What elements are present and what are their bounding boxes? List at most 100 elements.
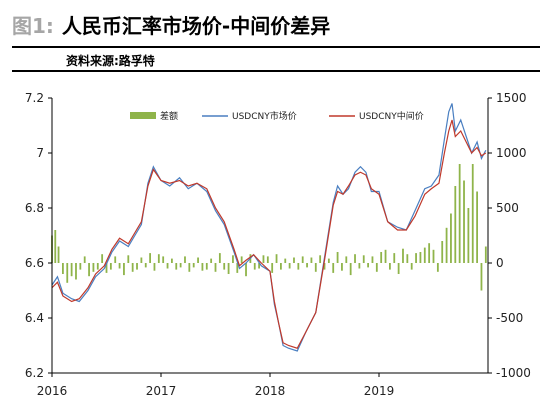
diff-bar (144, 263, 147, 268)
diff-bar (410, 263, 413, 270)
diff-bar (345, 256, 348, 263)
diff-bar (57, 246, 60, 263)
exchange-rate-chart: 7.2 7 6.8 6.6 6.4 6.2 1500 1000 500 0 -500 -1000 201… (25, 91, 531, 398)
right-tick-label: 1000 (496, 146, 527, 160)
diff-bar (184, 256, 186, 263)
diff-bar (162, 256, 165, 263)
diff-bar (223, 263, 226, 270)
diff-bar (280, 263, 282, 270)
title-rule (12, 46, 540, 48)
diff-bar (140, 257, 143, 263)
diff-bar (197, 257, 199, 263)
diff-bar (327, 258, 330, 263)
diff-bar (301, 256, 304, 263)
diff-bar (445, 227, 448, 263)
diff-bar (114, 256, 117, 263)
diff-bar (136, 263, 138, 270)
diff-bar (171, 258, 173, 263)
left-tick-label: 6.2 (25, 366, 44, 380)
right-tick-label: 500 (496, 201, 519, 215)
rate-lines (51, 103, 487, 352)
diff-bar (149, 253, 151, 263)
diff-bar (266, 256, 269, 263)
diff-bar (127, 255, 130, 263)
diff-bar (450, 213, 452, 263)
diff-bar (123, 263, 125, 276)
left-tick-label: 6.8 (25, 201, 44, 215)
title-row: 图1: 人民币汇率市场价-中间价差异 (12, 4, 330, 44)
diff-bar (467, 208, 470, 263)
diff-bar (175, 263, 178, 270)
diff-bar (79, 263, 82, 270)
diff-bar (236, 263, 239, 273)
figure-title: 人民币汇率市场价-中间价差异 (61, 13, 331, 38)
legend-diff-swatch (130, 112, 156, 119)
diff-bar (245, 263, 247, 277)
left-tick-label: 6.6 (25, 256, 44, 270)
diff-bar (101, 254, 104, 263)
diff-bar (458, 164, 461, 263)
diff-bar (371, 256, 374, 263)
diff-bar (297, 263, 300, 270)
diff-bar (402, 248, 404, 263)
diff-bar (471, 164, 474, 263)
source-rule (12, 70, 540, 72)
diff-bar (227, 263, 230, 274)
left-tick-label: 7.2 (25, 91, 44, 105)
diff-bar (436, 263, 439, 272)
diff-bar (83, 256, 86, 263)
x-tick-label: 2016 (37, 384, 68, 398)
diff-bar (262, 255, 265, 263)
diff-bar (319, 255, 322, 263)
diff-bar (166, 263, 169, 269)
legend-central-label: USDCNY中间价 (359, 110, 424, 122)
diff-bar (109, 263, 112, 270)
figure-header: 图1: 人民币汇率市场价-中间价差异 资料来源:路孚特 (12, 4, 540, 72)
diff-bar (367, 263, 369, 268)
central-rate-line (51, 119, 487, 349)
diff-bar (310, 257, 313, 263)
diff-bar (423, 247, 426, 263)
diff-bar (88, 263, 90, 277)
legend-diff-label: 差额 (160, 110, 178, 122)
source-note: 资料来源:路孚特 (66, 54, 155, 68)
legend: 差额 USDCNY市场价 USDCNY中间价 (130, 110, 424, 122)
diff-bar (70, 263, 73, 277)
diff-bar (62, 263, 64, 274)
x-tick-label: 2019 (364, 384, 395, 398)
diff-bar (336, 252, 339, 263)
diff-bar (428, 243, 431, 263)
diff-bar (157, 254, 160, 263)
diff-bar (131, 263, 134, 272)
x-tick-label: 2018 (255, 384, 286, 398)
diff-bar (306, 263, 308, 268)
diff-bar (205, 263, 208, 270)
diff-bar (463, 180, 465, 263)
diff-bar (362, 255, 365, 263)
diff-bar (384, 249, 387, 263)
diff-bar (476, 191, 478, 263)
diff-bar (210, 258, 213, 263)
right-tick-label: -1000 (496, 366, 531, 380)
diff-bar (393, 253, 396, 263)
diff-bar (341, 263, 343, 271)
diff-bar (314, 263, 317, 272)
diff-bar (218, 253, 221, 263)
diff-bar (105, 263, 108, 273)
diff-bar (275, 254, 278, 263)
diff-bar (258, 263, 260, 269)
diff-bar (375, 263, 378, 272)
figure-number: 图1: (12, 13, 54, 38)
diff-bar (484, 246, 487, 263)
diff-bar (253, 263, 256, 270)
diff-bar (179, 263, 182, 268)
diff-bar (397, 263, 400, 274)
diff-bar (432, 249, 435, 263)
x-tick-label: 2017 (146, 384, 177, 398)
diff-bar (232, 255, 234, 263)
left-tick-label: 7 (36, 146, 44, 160)
right-tick-label: 0 (496, 256, 504, 270)
diff-bar (441, 241, 444, 263)
diff-bar (92, 263, 95, 272)
diff-bar (118, 263, 121, 269)
